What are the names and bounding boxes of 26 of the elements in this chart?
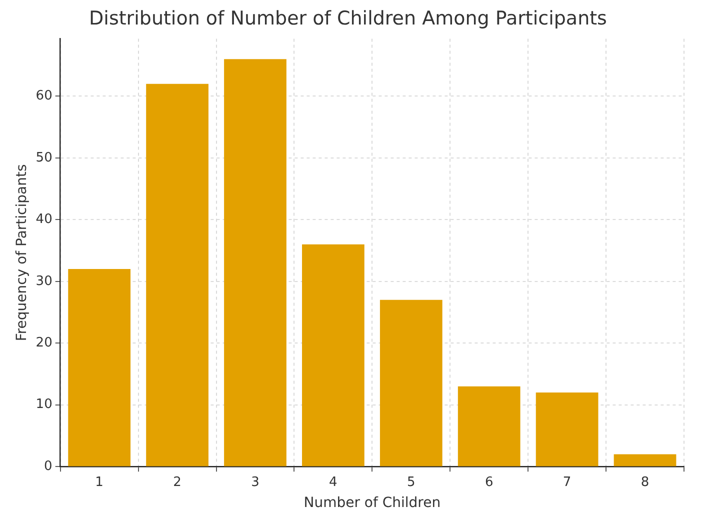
x-tick-label: 8	[640, 474, 650, 490]
x-tick-label: 1	[95, 474, 104, 490]
y-tick-label: 10	[36, 397, 52, 412]
bar	[380, 300, 442, 466]
bar	[302, 244, 364, 466]
x-tick-label: 5	[407, 474, 416, 490]
y-tick-label: 40	[36, 212, 52, 228]
y-tick-label: 0	[44, 458, 52, 474]
bar	[68, 269, 131, 466]
x-tick-label: 7	[562, 474, 572, 490]
x-tick-label: 3	[251, 474, 260, 490]
y-tick-label: 30	[36, 274, 52, 289]
bar	[536, 392, 598, 466]
bar	[146, 84, 208, 466]
x-tick-label: 4	[329, 474, 338, 490]
y-tick-label: 60	[36, 88, 52, 104]
x-tick-label: 2	[173, 474, 182, 490]
x-axis-title: Number of Children	[304, 495, 441, 512]
bar	[614, 454, 676, 466]
chart-title: Distribution of Number of Children Among Participants	[89, 7, 607, 30]
y-axis-title: Frequency of Participants	[14, 164, 30, 342]
bar	[224, 59, 286, 466]
x-tick-label: 6	[484, 474, 494, 490]
y-tick-label: 50	[36, 150, 52, 166]
y-tick-label: 20	[36, 336, 52, 351]
bar	[458, 386, 520, 466]
